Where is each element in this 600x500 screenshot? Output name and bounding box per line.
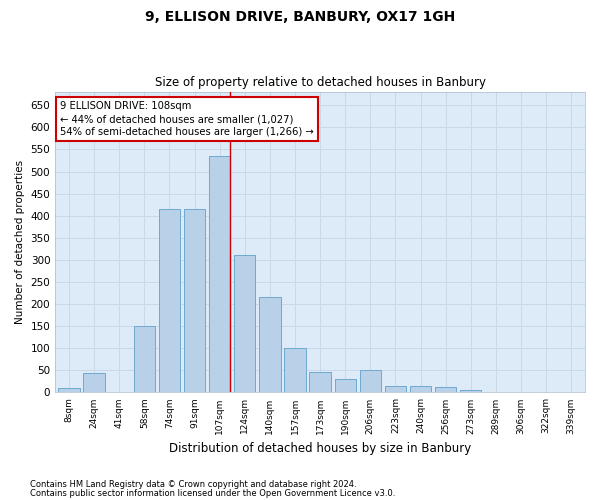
Bar (184, 209, 205, 392)
Bar (259, 298, 281, 392)
Bar (435, 387, 457, 392)
X-axis label: Distribution of detached houses by size in Banbury: Distribution of detached houses by size … (169, 442, 471, 455)
Bar (385, 386, 406, 392)
Bar (234, 256, 256, 392)
Bar (83, 372, 105, 392)
Bar (359, 370, 381, 392)
Bar (134, 326, 155, 392)
Bar (335, 379, 356, 392)
Bar (58, 388, 80, 392)
Text: 9 ELLISON DRIVE: 108sqm
← 44% of detached houses are smaller (1,027)
54% of semi: 9 ELLISON DRIVE: 108sqm ← 44% of detache… (61, 101, 314, 138)
Bar (310, 372, 331, 392)
Bar (284, 348, 305, 393)
Text: Contains public sector information licensed under the Open Government Licence v3: Contains public sector information licen… (30, 488, 395, 498)
Title: Size of property relative to detached houses in Banbury: Size of property relative to detached ho… (155, 76, 485, 90)
Bar (209, 156, 230, 392)
Text: Contains HM Land Registry data © Crown copyright and database right 2024.: Contains HM Land Registry data © Crown c… (30, 480, 356, 489)
Y-axis label: Number of detached properties: Number of detached properties (15, 160, 25, 324)
Bar (460, 390, 481, 392)
Bar (159, 209, 180, 392)
Text: 9, ELLISON DRIVE, BANBURY, OX17 1GH: 9, ELLISON DRIVE, BANBURY, OX17 1GH (145, 10, 455, 24)
Bar (410, 386, 431, 392)
